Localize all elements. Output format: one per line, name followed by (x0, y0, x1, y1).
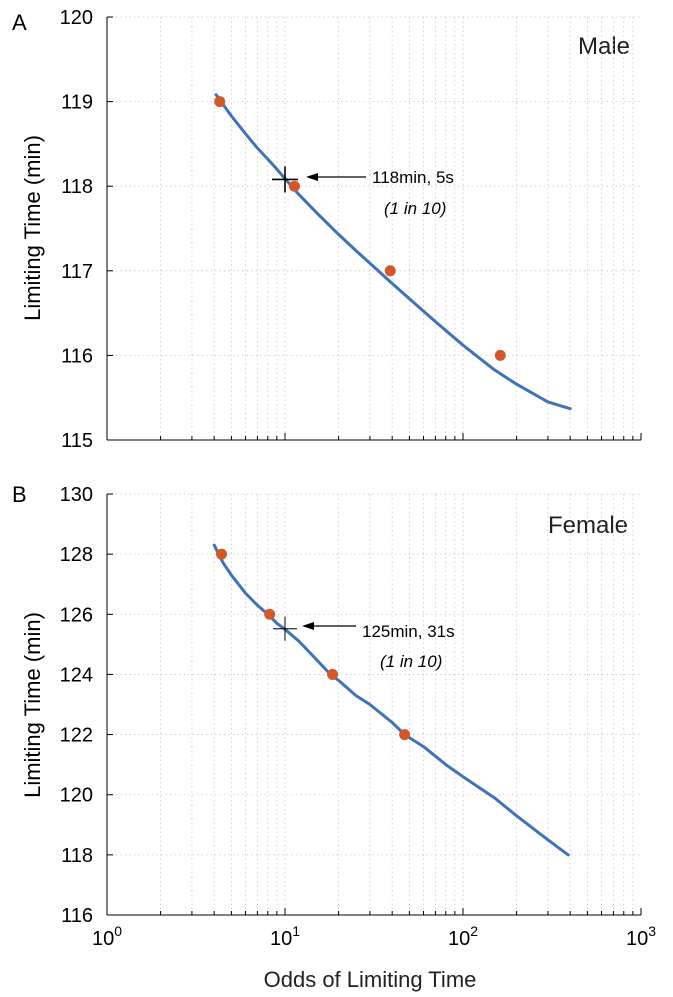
data-point (399, 729, 411, 741)
x-tick-label: 100 (92, 923, 122, 950)
observed-points (214, 96, 506, 361)
inset-title: Female (548, 512, 628, 539)
arrowhead-icon (302, 622, 314, 630)
y-tick-label: 122 (60, 725, 93, 747)
data-point (288, 180, 300, 192)
inset-title: Male (578, 33, 630, 60)
data-point (494, 349, 506, 361)
annotation: 118min, 5s (1 in 10) (306, 168, 454, 218)
y-tick-label: 115 (61, 430, 93, 452)
tick-labels: 115 116 117 118 119 120 (60, 7, 642, 452)
fitted-curve (214, 93, 572, 411)
x-axis-label: Odds of Limiting Time (264, 967, 477, 992)
data-point (214, 96, 226, 108)
y-tick-label: 128 (60, 544, 93, 566)
annotation-line-1: 125min, 31s (362, 622, 455, 641)
x-tick-label: 102 (448, 923, 478, 950)
data-point (264, 608, 276, 620)
data-point (216, 548, 228, 560)
curve-line (212, 543, 570, 857)
panel-female: B Limiting Time (min) Female 116 118 120 12… (12, 482, 656, 950)
y-axis-label: Limiting Time (min) (20, 135, 45, 321)
panel-label: B (12, 482, 27, 507)
x-tick-label: 101 (270, 923, 300, 950)
fitted-curve (212, 543, 570, 857)
tick-labels: 116 118 120 122 124 126 128 130 100 101 102 103 (60, 484, 657, 950)
y-tick-label: 130 (60, 484, 93, 506)
annotation: 125min, 31s (1 in 10) (302, 622, 455, 671)
gridlines (106, 493, 641, 916)
axes-frame (106, 17, 641, 441)
data-point (327, 668, 339, 680)
curve-line (214, 93, 572, 411)
y-tick-label: 126 (60, 604, 93, 626)
y-tick-label: 124 (60, 664, 93, 686)
gridlines (106, 16, 641, 441)
y-tick-label: 120 (60, 785, 93, 807)
crosshair-marker (272, 166, 298, 193)
y-tick-label: 117 (61, 261, 93, 283)
data-point (384, 265, 396, 277)
y-axis-label: Limiting Time (min) (20, 612, 45, 798)
annotation-line-2: (1 in 10) (384, 199, 446, 218)
crosshair-marker (273, 616, 297, 641)
panel-label: A (12, 10, 27, 35)
y-tick-label: 118 (61, 845, 93, 867)
x-tick-label: 103 (626, 923, 656, 950)
y-tick-label: 120 (60, 7, 93, 29)
y-tick-label: 116 (61, 345, 93, 367)
panel-male: A Limiting Time (min) Male 1151161171181… (12, 7, 642, 452)
y-tick-label: 118 (61, 176, 93, 198)
y-tick-label: 116 (61, 905, 93, 927)
arrowhead-icon (306, 173, 318, 181)
annotation-line-1: 118min, 5s (372, 168, 454, 187)
axes-frame (106, 494, 641, 916)
y-tick-label: 119 (61, 92, 93, 114)
annotation-line-2: (1 in 10) (380, 652, 442, 671)
observed-points (216, 548, 411, 741)
